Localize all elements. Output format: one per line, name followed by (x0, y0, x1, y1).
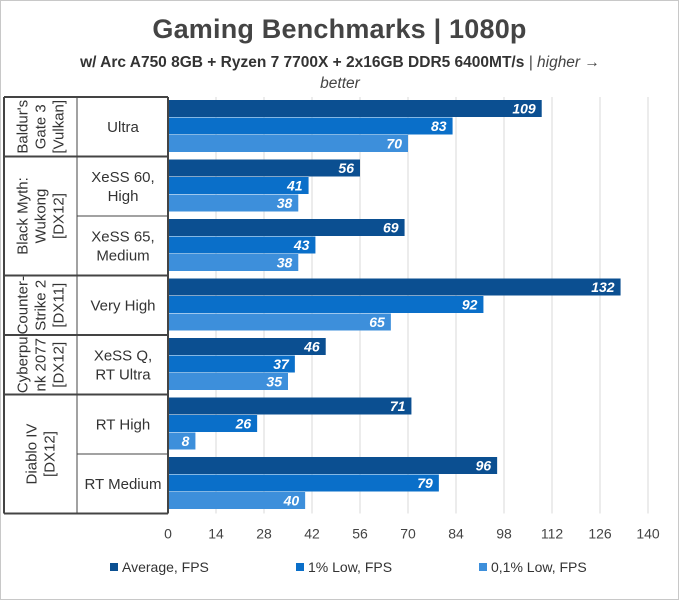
x-tick-label: 42 (304, 526, 320, 542)
category-label: XeSS Q, (94, 347, 152, 364)
data-label: 41 (286, 178, 303, 194)
group-label: Diablo IV (24, 424, 41, 485)
data-label: 132 (591, 279, 615, 295)
group-label: Baldur's (15, 100, 32, 154)
category-label: RT Medium (85, 476, 162, 493)
bar (168, 100, 542, 117)
x-tick-label: 56 (352, 526, 368, 542)
x-tick-label: 98 (496, 526, 512, 542)
bar (168, 313, 391, 331)
bar (168, 135, 408, 152)
bar (168, 338, 326, 355)
bar (168, 177, 309, 194)
subtitle-note: | higher → better (320, 54, 600, 92)
x-tick-label: 70 (400, 526, 416, 542)
data-label: 70 (386, 136, 402, 152)
bar (168, 254, 299, 271)
x-tick-label: 112 (541, 526, 564, 542)
legend-swatch (296, 563, 304, 571)
data-label: 37 (273, 356, 290, 372)
data-label: 40 (283, 493, 300, 509)
x-tick-label: 14 (208, 526, 224, 542)
group-label: [DX11] (51, 283, 68, 328)
data-label: 69 (383, 220, 399, 236)
group-label: Counter- (15, 276, 32, 334)
category-label: RT Ultra (95, 366, 151, 383)
chart-title: Gaming Benchmarks | 1080p (152, 14, 527, 44)
bar (168, 457, 498, 474)
category-label: High (108, 188, 139, 205)
subtitle-text: w/ Arc A750 8GB + Ryzen 7 7700X + 2x16GB… (80, 54, 525, 71)
data-label: 38 (277, 255, 293, 271)
data-label: 46 (303, 339, 320, 355)
data-label: 71 (390, 398, 406, 414)
data-label: 35 (266, 374, 282, 390)
legend-label: Average, FPS (122, 559, 209, 575)
group-label: Wukong (33, 189, 50, 244)
data-label: 109 (512, 101, 536, 117)
data-label: 26 (235, 416, 252, 432)
group-label: [Vulkan] (51, 100, 68, 154)
category-label: XeSS 60, (91, 169, 154, 186)
bar (168, 194, 299, 212)
data-label: 38 (277, 195, 293, 211)
data-label: 8 (182, 433, 190, 449)
group-label: Strike 2 (33, 280, 50, 331)
legend-swatch (479, 563, 487, 571)
x-tick-label: 0 (164, 526, 172, 542)
bar (168, 474, 439, 492)
bar (168, 117, 453, 135)
group-label: Gate 3 (33, 104, 50, 149)
category-label: Ultra (107, 119, 139, 136)
group-label: [DX12] (51, 342, 68, 388)
x-tick-label: 28 (256, 526, 272, 542)
category-label: Medium (96, 247, 149, 264)
data-label: 43 (293, 237, 310, 253)
data-label: 65 (369, 314, 385, 330)
category-label: XeSS 65, (91, 228, 154, 245)
bar (168, 373, 288, 390)
bar (168, 159, 360, 177)
data-label: 96 (476, 458, 492, 474)
data-label: 83 (431, 118, 447, 134)
bar (168, 296, 484, 313)
data-label: 79 (417, 475, 433, 491)
bar (168, 432, 196, 450)
data-label: 92 (462, 297, 478, 313)
group-label: nk 2077 (33, 338, 50, 391)
bar (168, 397, 412, 415)
legend-swatch (110, 563, 118, 571)
group-label: Black Myth: (15, 177, 32, 255)
bar (168, 415, 258, 432)
group-label: [DX12] (42, 431, 59, 477)
bar (168, 355, 295, 373)
bar (168, 236, 316, 254)
x-tick-label: 84 (448, 526, 464, 542)
group-label: [DX12] (51, 193, 68, 239)
legend-label: 1% Low, FPS (308, 559, 392, 575)
chart-subtitle: w/ Arc A750 8GB + Ryzen 7 7700X + 2x16GB… (60, 52, 620, 94)
bar (168, 278, 621, 296)
legend-label: 0,1% Low, FPS (491, 559, 587, 575)
category-label: RT High (96, 416, 150, 433)
x-tick-label: 140 (636, 526, 660, 542)
x-tick-label: 126 (588, 526, 612, 542)
category-label: Very High (90, 297, 155, 314)
bar (168, 492, 306, 509)
bar (168, 219, 405, 236)
group-label: Cyberpu (15, 336, 32, 393)
data-label: 56 (338, 160, 354, 176)
